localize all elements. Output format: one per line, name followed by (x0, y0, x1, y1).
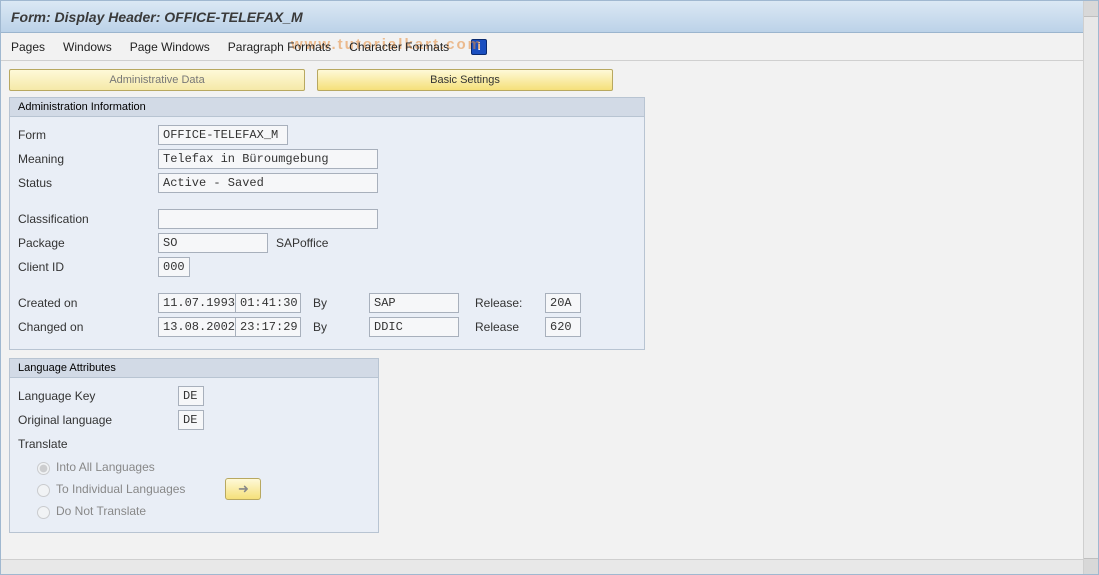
tab-administrative-data[interactable]: Administrative Data (9, 69, 305, 91)
label-translate: Translate (18, 437, 178, 451)
radio-do-not-translate[interactable] (37, 506, 50, 519)
radio-label-all: Into All Languages (56, 460, 155, 474)
label-created-on: Created on (18, 296, 158, 310)
menu-windows[interactable]: Windows (63, 40, 112, 54)
field-form: OFFICE-TELEFAX_M (158, 125, 288, 145)
field-created-release: 20A (545, 293, 581, 313)
field-meaning: Telefax in Büroumgebung (158, 149, 378, 169)
sap-window: Form: Display Header: OFFICE-TELEFAX_M w… (0, 0, 1099, 575)
field-changed-release: 620 (545, 317, 581, 337)
label-meaning: Meaning (18, 152, 158, 166)
label-form: Form (18, 128, 158, 142)
group-title-admin: Administration Information (10, 98, 644, 117)
label-status: Status (18, 176, 158, 190)
field-original-language: DE (178, 410, 204, 430)
menu-pages[interactable]: Pages (11, 40, 45, 54)
field-created-time: 01:41:30 (235, 293, 301, 313)
field-changed-time: 23:17:29 (235, 317, 301, 337)
tab-basic-settings[interactable]: Basic Settings (317, 69, 613, 91)
field-status[interactable]: Active - Saved (158, 173, 378, 193)
field-client-id: 000 (158, 257, 190, 277)
vertical-scrollbar[interactable] (1083, 1, 1098, 574)
individual-languages-button[interactable]: ➜ (225, 478, 261, 500)
label-changed-by: By (313, 320, 369, 334)
arrow-right-icon: ➜ (238, 481, 249, 497)
label-changed-release: Release (475, 320, 545, 334)
tabs-row: Administrative Data Basic Settings (9, 69, 1090, 91)
horizontal-scrollbar[interactable] (1, 559, 1083, 574)
label-package: Package (18, 236, 158, 250)
radio-to-individual-languages[interactable] (37, 484, 50, 497)
label-language-key: Language Key (18, 389, 178, 403)
field-changed-by: DDIC (369, 317, 459, 337)
group-title-lang: Language Attributes (10, 359, 378, 378)
radio-group-translate: Into All Languages To Individual Languag… (18, 456, 370, 522)
content-area: Administrative Data Basic Settings Admin… (1, 61, 1098, 549)
label-original-language: Original language (18, 413, 178, 427)
field-package: SO (158, 233, 268, 253)
label-changed-on: Changed on (18, 320, 158, 334)
radio-label-none: Do Not Translate (56, 504, 146, 518)
titlebar: Form: Display Header: OFFICE-TELEFAX_M (1, 1, 1098, 33)
field-created-date: 11.07.1993 (158, 293, 236, 313)
field-created-by: SAP (369, 293, 459, 313)
window-title: Form: Display Header: OFFICE-TELEFAX_M (11, 9, 303, 25)
radio-label-individual: To Individual Languages (56, 482, 185, 496)
label-created-by: By (313, 296, 369, 310)
menubar: www.tutorialkart.com Pages Windows Page … (1, 33, 1098, 61)
field-classification (158, 209, 378, 229)
field-changed-date: 13.08.2002 (158, 317, 236, 337)
label-created-release: Release: (475, 296, 545, 310)
label-classification: Classification (18, 212, 158, 226)
label-client-id: Client ID (18, 260, 158, 274)
field-language-key: DE (178, 386, 204, 406)
radio-into-all-languages[interactable] (37, 462, 50, 475)
group-language-attributes: Language Attributes Language Key DE Orig… (9, 358, 379, 533)
menu-page-windows[interactable]: Page Windows (130, 40, 210, 54)
menu-paragraph-formats[interactable]: Paragraph Formats (228, 40, 331, 54)
info-icon[interactable]: i (471, 39, 487, 55)
text-package-desc: SAPoffice (276, 236, 328, 250)
menu-character-formats[interactable]: Character Formats (349, 40, 449, 54)
group-administration-information: Administration Information Form OFFICE-T… (9, 97, 645, 350)
